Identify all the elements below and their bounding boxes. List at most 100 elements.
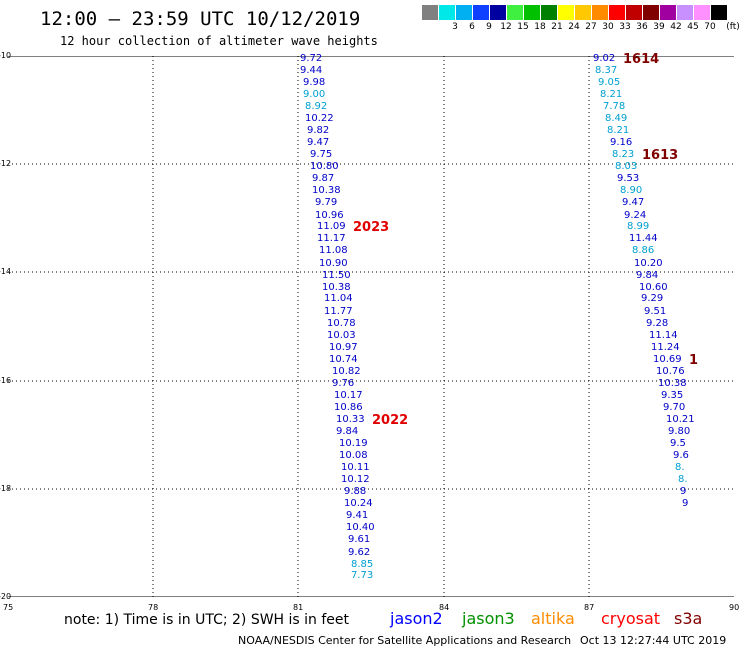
wave-height-value: 11.44 xyxy=(629,233,658,244)
wave-height-value: 8.21 xyxy=(600,89,623,100)
colorbar-swatch xyxy=(439,5,455,20)
colorbar-label: 18 xyxy=(534,22,546,32)
colorbar-label: 36 xyxy=(636,22,648,32)
wave-height-value: 7.73 xyxy=(351,570,374,581)
footer-credit: NOAA/NESDIS Center for Satellite Applica… xyxy=(238,634,572,647)
wave-height-value: 11.09 xyxy=(317,221,346,232)
wave-height-value: 10.03 xyxy=(327,330,356,341)
pass-number-label: 2022 xyxy=(372,413,409,428)
wave-height-value: 9.51 xyxy=(644,306,667,317)
wave-height-value: 10.96 xyxy=(315,210,344,221)
colorbar-label: 9 xyxy=(486,22,492,32)
wave-height-value: 9.84 xyxy=(636,270,659,281)
colorbar-label: 21 xyxy=(551,22,563,32)
colorbar-swatch xyxy=(490,5,506,20)
wave-height-value: 11.08 xyxy=(319,245,348,256)
wave-height-value: 9.53 xyxy=(617,173,640,184)
footer-timestamp: Oct 13 12:27:44 UTC 2019 xyxy=(580,634,727,647)
wave-height-value: 8.23 xyxy=(612,149,635,160)
map-subtitle: 12 hour collection of altimeter wave hei… xyxy=(60,34,378,48)
lat-tick-label: -12 xyxy=(0,159,12,168)
pass-number-label: 1613 xyxy=(642,148,679,163)
wave-height-value: 10.80 xyxy=(310,161,339,172)
wave-height-value: 9.98 xyxy=(303,77,326,88)
lat-tick-label: -20 xyxy=(0,592,12,601)
wave-height-value: 9.82 xyxy=(307,125,330,136)
wave-height-value: 9.02 xyxy=(593,53,616,64)
wave-height-value: 10.38 xyxy=(322,282,351,293)
colorbar-swatch xyxy=(694,5,710,20)
wave-height-value: 9.87 xyxy=(312,173,335,184)
colorbar-swatch xyxy=(422,5,438,20)
satellite-legend-s3a: s3a xyxy=(674,609,703,628)
wave-height-value: 9.75 xyxy=(310,149,333,160)
colorbar-label: 33 xyxy=(619,22,631,32)
colorbar-swatch xyxy=(558,5,574,20)
colorbar-swatch xyxy=(711,5,727,20)
lon-tick-label: 81 xyxy=(293,603,304,612)
wave-height-value: 10.78 xyxy=(327,318,356,329)
wave-height-value: 9.28 xyxy=(646,318,669,329)
colorbar-label: 24 xyxy=(568,22,580,32)
wave-height-value: 9.70 xyxy=(663,402,686,413)
satellite-legend-jason2: jason2 xyxy=(390,609,443,628)
wave-height-value: 10.60 xyxy=(639,282,668,293)
wave-height-value: 9.47 xyxy=(622,197,645,208)
lat-tick-label: -10 xyxy=(0,51,12,60)
colorbar-swatch xyxy=(575,5,591,20)
wave-height-value: 10.17 xyxy=(334,390,363,401)
colorbar-swatch xyxy=(609,5,625,20)
wave-height-value: 9.5 xyxy=(670,438,686,449)
wave-height-value: 9 xyxy=(680,486,687,497)
wave-height-value: 8. xyxy=(675,462,685,473)
wave-height-value: 9.79 xyxy=(315,197,338,208)
wave-height-value: 9.62 xyxy=(348,547,371,558)
colorbar-label: 30 xyxy=(602,22,614,32)
lon-tick-label: 75 xyxy=(3,603,14,612)
wave-height-value: 11.17 xyxy=(317,233,346,244)
wave-height-value: 8.90 xyxy=(620,185,643,196)
wave-height-value: 8.85 xyxy=(351,559,374,570)
wave-height-value: 10.97 xyxy=(329,342,358,353)
wave-height-value: 9.61 xyxy=(348,534,371,545)
wave-height-value: 9.88 xyxy=(344,486,367,497)
wave-height-value: 10.40 xyxy=(346,522,375,533)
wave-height-value: 10.38 xyxy=(658,378,687,389)
wave-height-value: 10.86 xyxy=(334,402,363,413)
wave-height-value: 10.76 xyxy=(656,366,685,377)
wave-height-value: 9.84 xyxy=(336,426,359,437)
wave-height-value: 10.38 xyxy=(312,185,341,196)
wave-height-value: 9.16 xyxy=(610,137,633,148)
lat-tick-label: -18 xyxy=(0,484,12,493)
wave-height-value: 9.76 xyxy=(332,378,355,389)
wave-height-value: 10.08 xyxy=(339,450,368,461)
wave-height-value: 10.74 xyxy=(329,354,358,365)
wave-height-value: 10.19 xyxy=(339,438,368,449)
wave-height-value: 9.41 xyxy=(346,510,369,521)
wave-height-value: 9.47 xyxy=(307,137,330,148)
colorbar-swatch xyxy=(626,5,642,20)
wave-height-value: 8.21 xyxy=(607,125,630,136)
colorbar-label: 3 xyxy=(452,22,458,32)
map-grid xyxy=(8,56,734,597)
colorbar-label: 27 xyxy=(585,22,597,32)
wave-height-value: 9.24 xyxy=(624,210,647,221)
colorbar-swatch xyxy=(677,5,693,20)
wave-height-value: 9.80 xyxy=(668,426,691,437)
lon-tick-label: 87 xyxy=(584,603,595,612)
wave-height-value: 11.50 xyxy=(322,270,351,281)
lat-tick-label: -16 xyxy=(0,376,12,385)
colorbar-swatch xyxy=(643,5,659,20)
colorbar-swatch xyxy=(592,5,608,20)
wave-height-value: 8. xyxy=(678,474,688,485)
wave-height-value: 9.44 xyxy=(300,65,323,76)
colorbar-unit: (ft) xyxy=(726,22,740,32)
wave-height-value: 11.04 xyxy=(324,293,353,304)
wave-height-value: 9.00 xyxy=(303,89,326,100)
wave-height-value: 7.78 xyxy=(603,101,626,112)
colorbar-swatch xyxy=(660,5,676,20)
colorbar-swatch xyxy=(541,5,557,20)
satellite-legend-altika: altika xyxy=(531,609,575,628)
colorbar-label: 45 xyxy=(687,22,699,32)
